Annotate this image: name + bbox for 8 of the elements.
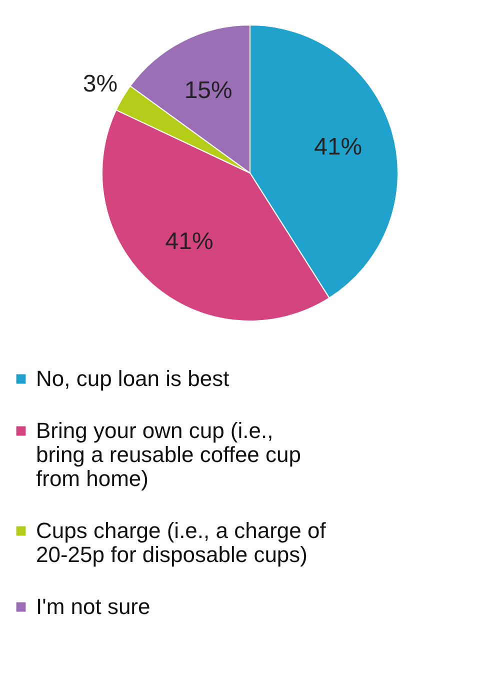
data-label: 15% — [184, 77, 232, 104]
legend-label: Cups charge (i.e., a charge of 20-25p for disposable cups) — [36, 518, 327, 567]
legend-label: Bring your own cup (i.e., bring a reusable coffee cup from home) — [36, 418, 301, 491]
legend-label: I'm not sure — [36, 594, 150, 619]
data-label: 41% — [314, 133, 362, 160]
data-label: 41% — [165, 228, 214, 255]
legend-label: No, cup loan is best — [36, 366, 230, 391]
data-label: 3% — [82, 70, 118, 98]
